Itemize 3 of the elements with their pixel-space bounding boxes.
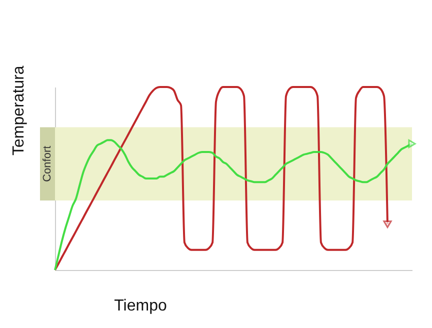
y-axis-title: Temperatura <box>10 66 28 156</box>
x-axis-title: Tiempo <box>114 298 167 314</box>
band-label: Confort <box>42 146 54 182</box>
